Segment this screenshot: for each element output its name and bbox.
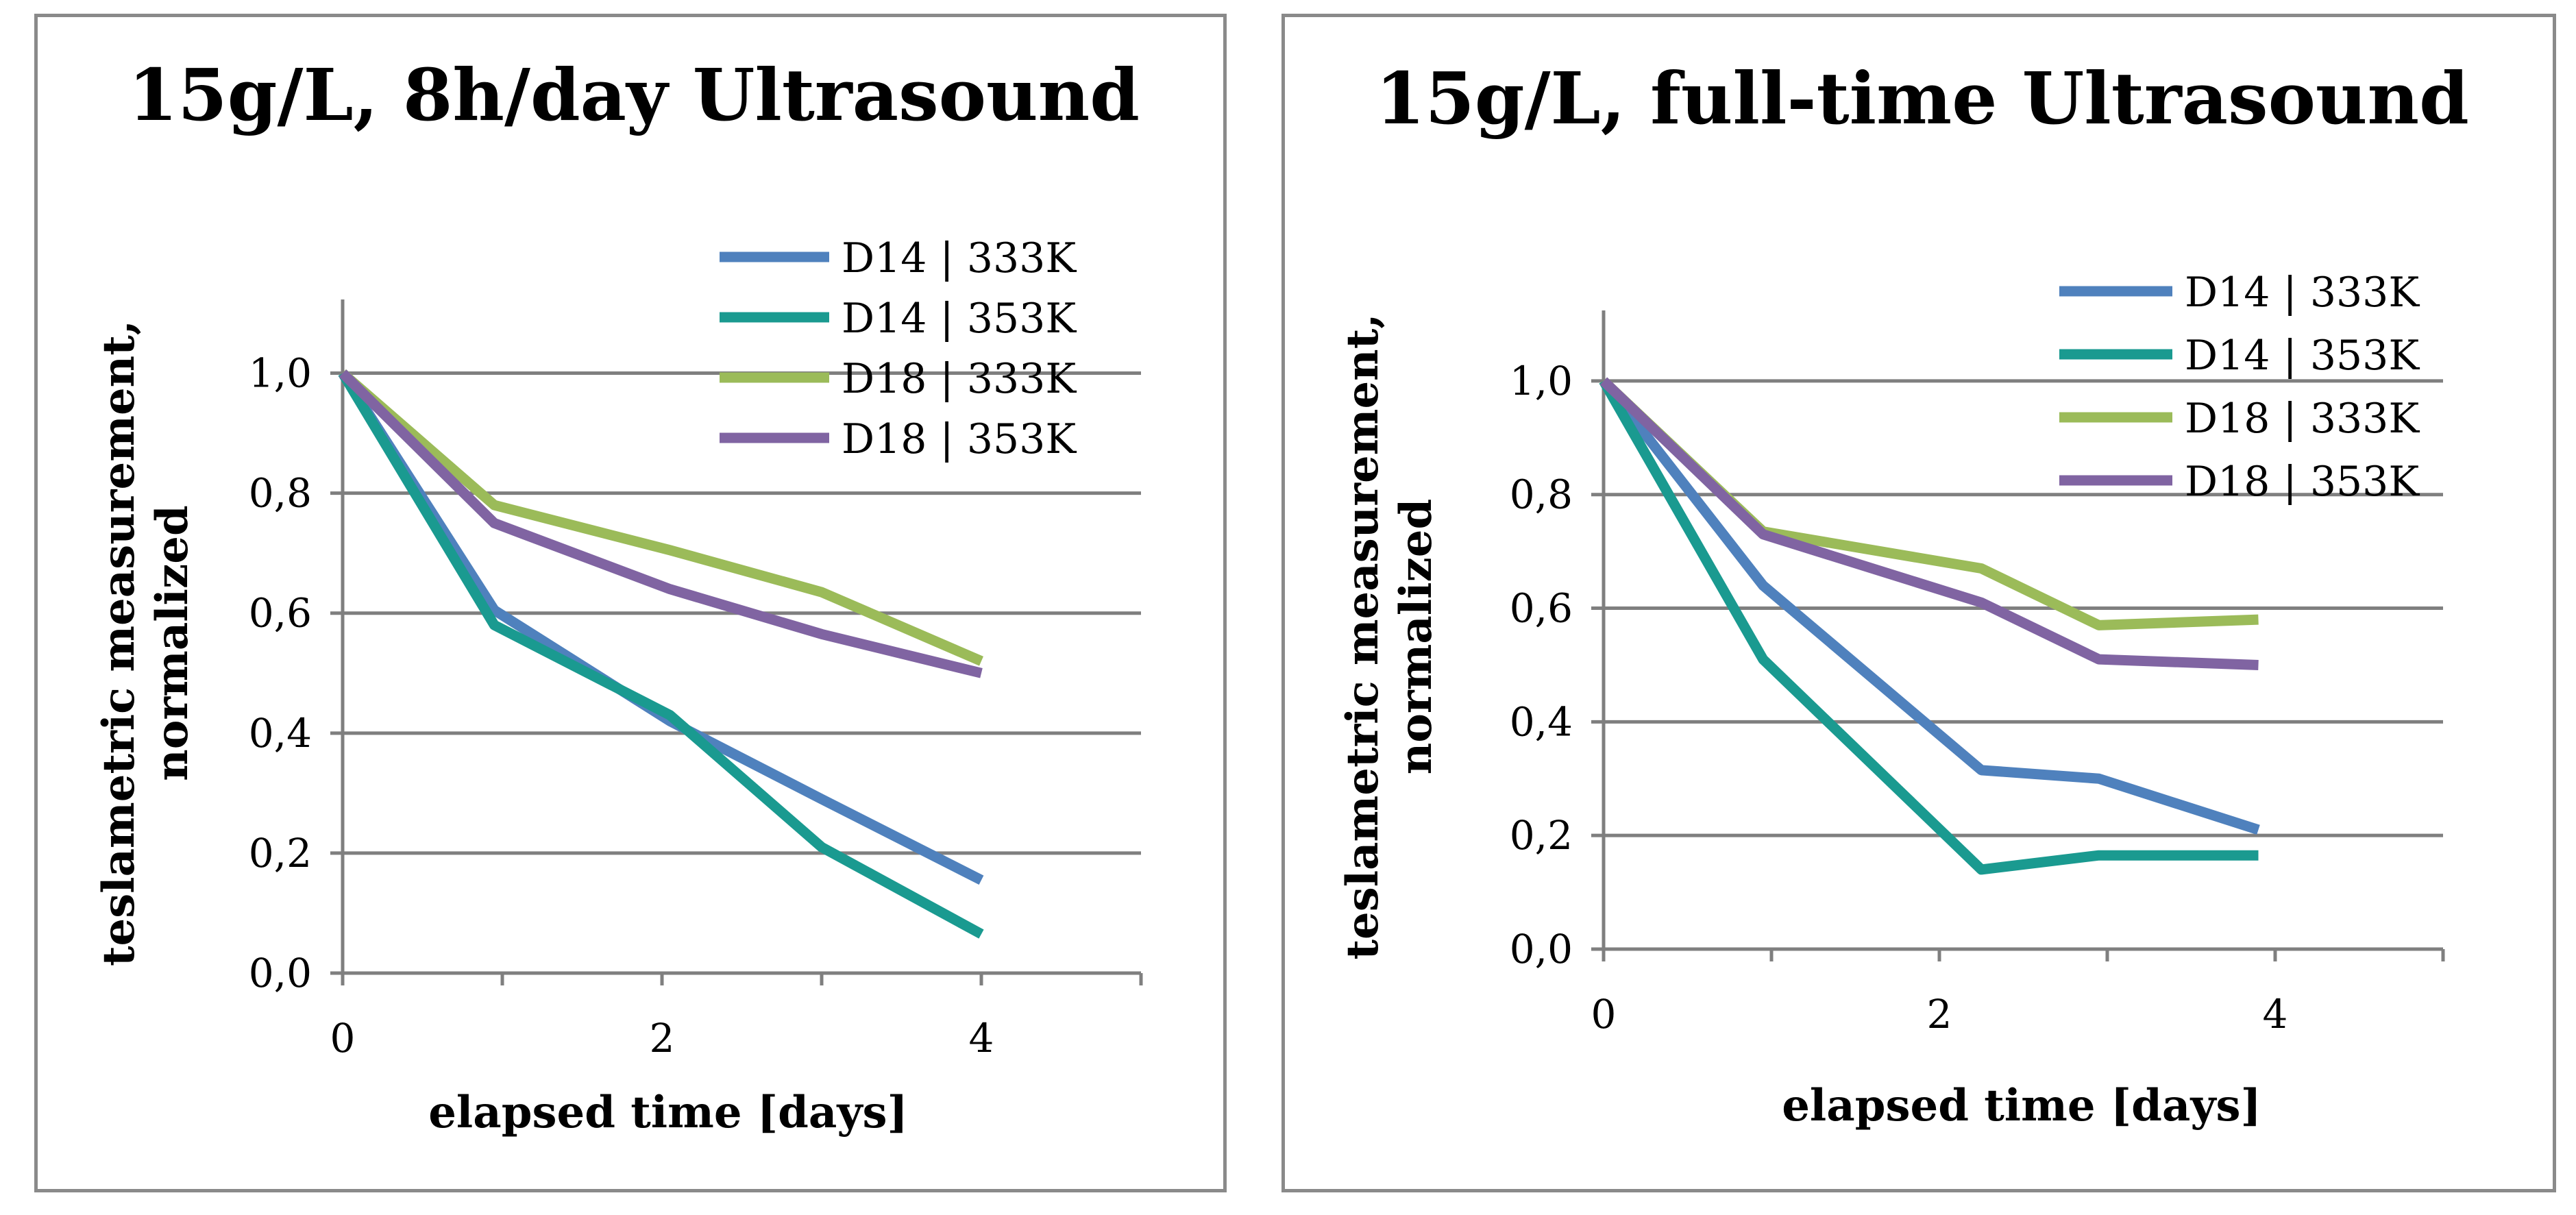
y-tick-label: 0,6 [1510,585,1573,632]
legend-label: D14 | 333K [2185,269,2420,317]
series-line-d14-353k [338,370,984,939]
y-tick-label: 0,2 [1510,812,1573,859]
chart-panel-right: 15g/L, full-time Ultrasound 0,0 0,2 0,4 0,6 0… [1281,14,2556,1192]
y-tick-label: 0,8 [249,470,312,517]
y-axis-title-line1: teslametric measurement, [1337,313,1388,959]
y-tick-label: 0,0 [249,950,312,996]
legend-label: D18 | 353K [842,415,1077,463]
series-line-d14-333k [1599,378,2260,835]
legend-label: D18 | 333K [2185,395,2420,443]
series-line-d18-353k [339,369,983,678]
x-axis-title: elapsed time [days] [428,1087,908,1138]
legend-label: D14 | 353K [842,295,1077,343]
y-tick-label: 0,4 [1510,698,1573,745]
y-tick-label: 0,6 [249,590,312,637]
y-tick-label: 1,0 [249,350,312,397]
y-axis-title-line1: teslametric measurement, [93,320,145,966]
chart-left-svg: 15g/L, 8h/day Ultrasound 0,0 0,2 0,4 0,6 0,8 1… [93,53,1143,1138]
x-tick-label: 0 [1591,991,1617,1038]
chart-title: 15g/L, 8h/day Ultrasound [128,53,1140,137]
y-tick-label: 0,0 [1510,926,1573,972]
y-tick-label: 1,0 [1510,358,1573,404]
y-axis-title-line2: normalized [147,505,198,781]
legend-label: D18 | 333K [842,355,1077,403]
series-line-d18-353k [1599,377,2259,670]
y-axis-title-line2: normalized [1390,499,1442,775]
y-tick-label: 0,4 [249,710,312,757]
x-tick-label: 2 [1927,991,1952,1038]
chart-panel-left: 15g/L, 8h/day Ultrasound 0,0 0,2 0,4 0,6 0,8 1… [34,14,1227,1192]
x-tick-label: 0 [330,1015,356,1061]
series-line-d14-353k [1599,378,2259,875]
y-tick-label: 0,2 [249,830,312,876]
y-tick-label: 0,8 [1510,471,1573,518]
x-tick-label: 4 [969,1015,994,1061]
x-tick-label: 4 [2263,991,2288,1038]
chart-title: 15g/L, full-time Ultrasound [1375,56,2469,140]
series-line-d18-333k [339,369,983,666]
x-tick-label: 2 [650,1015,675,1061]
chart-right-svg: 15g/L, full-time Ultrasound 0,0 0,2 0,4 0,6 0… [1337,56,2469,1131]
x-axis-title: elapsed time [days] [1782,1080,2261,1131]
legend-label: D14 | 353K [2185,332,2420,380]
legend-label: D18 | 353K [2185,458,2420,506]
legend-label: D14 | 333K [842,234,1077,282]
